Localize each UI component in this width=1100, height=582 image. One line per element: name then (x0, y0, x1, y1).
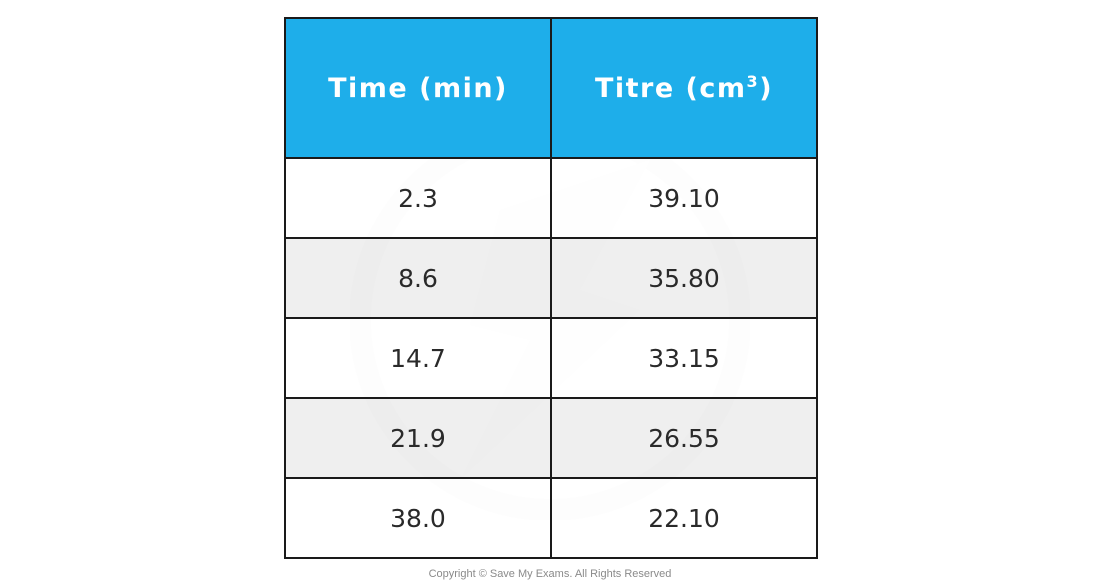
titre-cell: 39.10 (550, 157, 818, 239)
titre-header-close: ) (759, 73, 774, 104)
titre-header-superscript: 3 (746, 72, 760, 91)
table-row: 8.6 35.80 (284, 237, 818, 319)
table-row: 21.9 26.55 (284, 397, 818, 479)
titre-header-label: Titre (cm (594, 73, 747, 104)
time-cell: 21.9 (284, 397, 552, 479)
table-row: 14.7 33.15 (284, 317, 818, 399)
time-column-header: Time (min) (284, 17, 552, 159)
time-cell: 2.3 (284, 157, 552, 239)
time-header-label: Time (min) (328, 72, 508, 104)
titre-column-header: Titre (cm3) (550, 17, 818, 159)
table-row: 2.3 39.10 (284, 157, 818, 239)
data-table: Time (min) Titre (cm3) 2.3 39.10 8.6 35.… (284, 17, 818, 559)
copyright-notice: Copyright © Save My Exams. All Rights Re… (428, 568, 672, 580)
titre-cell: 26.55 (550, 397, 818, 479)
titre-cell: 33.15 (550, 317, 818, 399)
time-cell: 8.6 (284, 237, 552, 319)
table-header-row: Time (min) Titre (cm3) (284, 17, 818, 159)
time-cell: 14.7 (284, 317, 552, 399)
titre-cell: 35.80 (550, 237, 818, 319)
time-cell: 38.0 (284, 477, 552, 559)
table-row: 38.0 22.10 (284, 477, 818, 559)
titre-cell: 22.10 (550, 477, 818, 559)
